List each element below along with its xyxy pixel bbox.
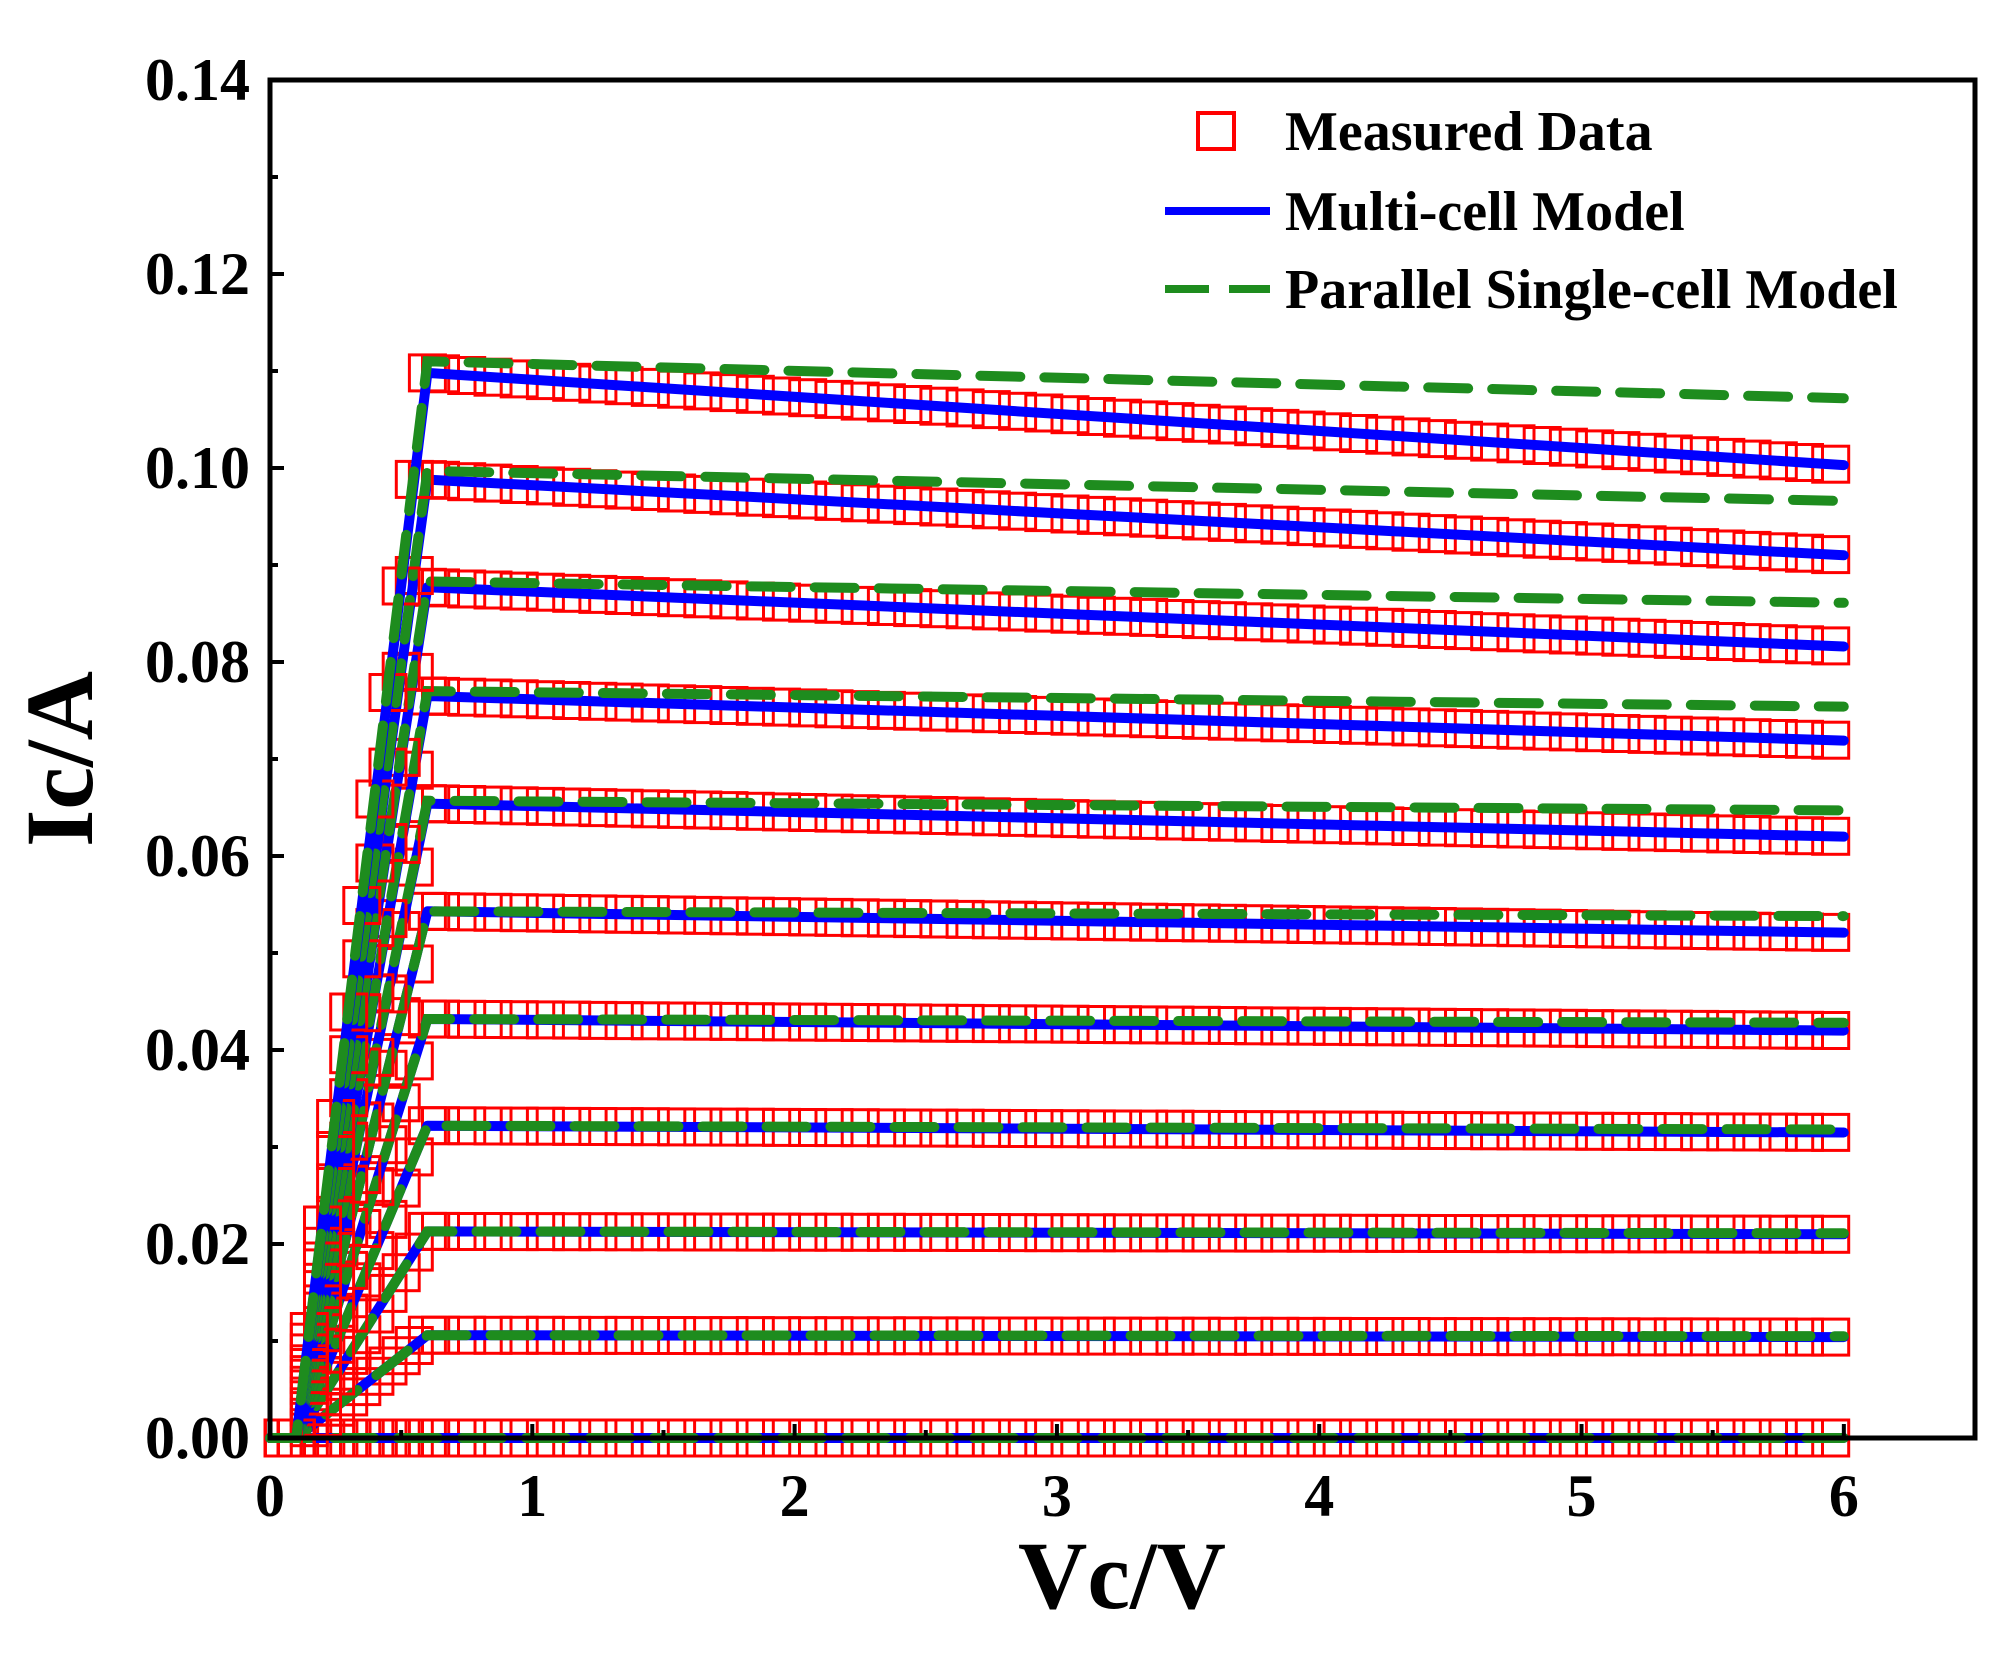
- x-axis-label: Vc/V: [1018, 1522, 1226, 1629]
- y-tick-label: 0.08: [145, 629, 250, 695]
- data-layer: [263, 353, 1851, 1458]
- measured-point: [381, 1168, 421, 1208]
- measured-point: [394, 1041, 434, 1081]
- measured-point: [394, 1326, 434, 1365]
- multi-cell-line: [265, 1120, 1849, 1443]
- multi-cell-line: [265, 1330, 1849, 1443]
- y-tick-label: 0.10: [145, 435, 250, 501]
- legend-measured-label: Measured Data: [1285, 101, 1653, 163]
- measured-point: [381, 1336, 421, 1376]
- x-tick-label: 6: [1829, 1463, 1859, 1529]
- x-tick-label: 5: [1567, 1463, 1597, 1529]
- measured-point: [394, 1137, 434, 1177]
- multi-cell-line: [265, 474, 1849, 1443]
- series-group: [263, 1211, 1851, 1458]
- measured-point: [329, 1377, 369, 1417]
- x-tick-label: 3: [1042, 1463, 1072, 1529]
- measured-point: [394, 1232, 434, 1272]
- parallel-single-cell-line: [265, 795, 1849, 1443]
- measured-point: [355, 1356, 395, 1396]
- measured-point: [368, 1346, 408, 1386]
- parallel-single-cell-line: [265, 1120, 1849, 1443]
- parallel-single-cell-line: [265, 1330, 1849, 1443]
- legend-multi-cell-label: Multi-cell Model: [1285, 181, 1685, 243]
- x-tick-label: 1: [517, 1463, 547, 1529]
- y-tick-label: 0.14: [145, 47, 250, 113]
- x-tick-label: 2: [780, 1463, 810, 1529]
- series-group: [263, 891, 1851, 1458]
- y-tick-label: 0.12: [145, 241, 250, 307]
- measured-point: [355, 1294, 395, 1334]
- measured-point: [381, 1253, 421, 1293]
- axis-ticks: 0 1 2 3 4 5 6 0.00 0.02 0.04 0.06 0.08 0.10 0.12 0.14: [145, 47, 1859, 1529]
- y-axis-label: Ic/A: [6, 671, 113, 847]
- y-tick-label: 0.06: [145, 823, 250, 889]
- y-tick-label: 0.02: [145, 1211, 250, 1277]
- multi-cell-line: [265, 798, 1849, 1443]
- x-tick-label: 0: [255, 1463, 285, 1529]
- multi-cell-line: [265, 906, 1849, 1443]
- series-group: [263, 1106, 1851, 1458]
- parallel-single-cell-line: [265, 906, 1849, 1443]
- measured-point: [368, 1199, 408, 1239]
- legend: Measured Data Multi-cell Model Parallel …: [1165, 101, 1898, 321]
- legend-parallel-label: Parallel Single-cell Model: [1285, 259, 1898, 321]
- measured-point: [368, 1273, 408, 1313]
- y-tick-label: 0.00: [145, 1405, 250, 1471]
- x-tick-label: 4: [1304, 1463, 1334, 1529]
- y-tick-label: 0.04: [145, 1017, 250, 1083]
- measured-point: [342, 1367, 382, 1407]
- legend-measured-marker: [1196, 111, 1236, 151]
